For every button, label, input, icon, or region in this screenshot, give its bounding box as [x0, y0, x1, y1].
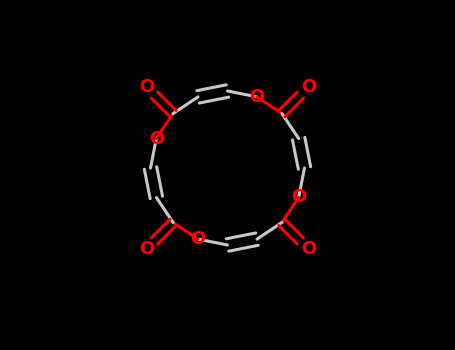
Text: O: O — [190, 230, 206, 248]
Text: O: O — [149, 130, 164, 148]
Text: O: O — [249, 88, 265, 106]
Text: O: O — [301, 78, 316, 96]
Text: O: O — [139, 240, 154, 258]
Text: O: O — [139, 78, 154, 96]
Text: O: O — [291, 188, 306, 206]
Text: O: O — [301, 240, 316, 258]
